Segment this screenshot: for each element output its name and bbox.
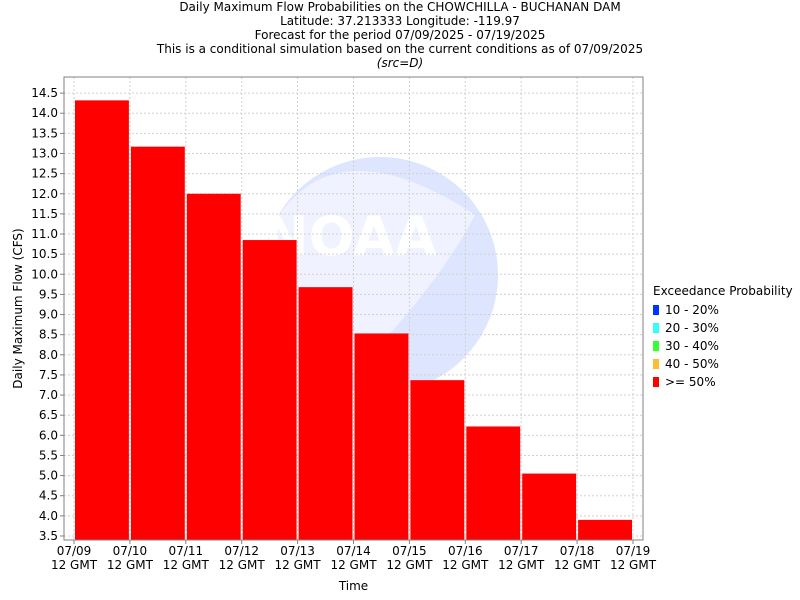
x-tick-date: 07/10 <box>113 544 148 558</box>
bar <box>578 519 632 540</box>
bar <box>522 473 577 540</box>
legend: Exceedance Probability 10 - 20% 20 - 30% 3… <box>653 284 793 391</box>
y-tick-label: 6.5 <box>39 408 58 422</box>
bar <box>410 380 465 540</box>
bar <box>75 100 129 540</box>
legend-item: 10 - 20% <box>653 301 793 319</box>
x-tick-date: 07/14 <box>336 544 371 558</box>
y-tick-label: 5.5 <box>39 448 58 462</box>
legend-swatch <box>653 323 659 333</box>
x-tick-date: 07/16 <box>448 544 483 558</box>
bars <box>75 100 632 540</box>
legend-swatch <box>653 359 659 369</box>
x-tick-time: 12 GMT <box>163 558 210 572</box>
bar <box>186 193 241 540</box>
x-axis-label: Time <box>338 579 368 593</box>
legend-item: >= 50% <box>653 373 793 391</box>
title-line-4: This is a conditional simulation based o… <box>156 42 644 56</box>
y-tick-label: 6.0 <box>39 428 58 442</box>
y-axis-label: Daily Maximum Flow (CFS) <box>11 228 25 388</box>
x-tick-time: 12 GMT <box>275 558 322 572</box>
x-tick-date: 07/19 <box>616 544 651 558</box>
y-tick-label: 7.0 <box>39 388 58 402</box>
title-line-2: Latitude: 37.213333 Longitude: -119.97 <box>280 14 520 28</box>
x-tick-date: 07/17 <box>504 544 539 558</box>
x-tick-time: 12 GMT <box>219 558 266 572</box>
y-tick-label: 10.5 <box>31 247 58 261</box>
title-line-3: Forecast for the period 07/09/2025 - 07/… <box>254 28 546 42</box>
chart-titles: Daily Maximum Flow Probabilities on the … <box>0 0 800 70</box>
y-tick-label: 12.5 <box>31 167 58 181</box>
x-tick-date: 07/11 <box>169 544 204 558</box>
x-tick-time: 12 GMT <box>498 558 545 572</box>
y-tick-label: 7.5 <box>39 368 58 382</box>
bar <box>354 333 409 540</box>
legend-items: 10 - 20% 20 - 30% 30 - 40% 40 - 50% >= 50% <box>653 301 793 391</box>
x-tick-date: 07/18 <box>560 544 595 558</box>
y-tick-label: 8.5 <box>39 328 58 342</box>
y-tick-label: 10.0 <box>31 267 58 281</box>
x-tick-time: 12 GMT <box>554 558 601 572</box>
y-tick-label: 12.0 <box>31 187 58 201</box>
legend-item: 40 - 50% <box>653 355 793 373</box>
x-tick-date: 07/09 <box>57 544 92 558</box>
legend-swatch <box>653 341 659 351</box>
legend-label: 20 - 30% <box>665 321 719 335</box>
y-tick-label: 4.5 <box>39 489 58 503</box>
y-tick-label: 3.5 <box>39 529 58 543</box>
y-tick-label: 13.0 <box>31 146 58 160</box>
y-axis: 3.5 4.0 4.5 5.0 5.5 6.0 6.5 7.0 7.5 8.0 8.5 9.0 9.5 1… <box>31 86 64 543</box>
x-tick-date: 07/12 <box>224 544 259 558</box>
y-tick-label: 14.0 <box>31 106 58 120</box>
y-tick-label: 4.0 <box>39 509 58 523</box>
bar <box>298 287 353 540</box>
bar <box>130 146 185 540</box>
x-tick-time: 12 GMT <box>107 558 154 572</box>
y-tick-label: 13.5 <box>31 126 58 140</box>
legend-label: >= 50% <box>665 375 716 389</box>
y-tick-label: 14.5 <box>31 86 58 100</box>
legend-swatch <box>653 305 659 315</box>
legend-title: Exceedance Probability <box>653 284 793 298</box>
bar <box>242 240 297 540</box>
source-note: (src=D) <box>376 56 424 70</box>
legend-item: 30 - 40% <box>653 337 793 355</box>
title-line-1: Daily Maximum Flow Probabilities on the … <box>179 0 621 14</box>
legend-label: 30 - 40% <box>665 339 719 353</box>
x-tick-date: 07/15 <box>392 544 427 558</box>
y-tick-label: 11.5 <box>31 207 58 221</box>
x-tick-time: 12 GMT <box>51 558 98 572</box>
y-tick-label: 9.5 <box>39 287 58 301</box>
x-tick-time: 12 GMT <box>610 558 657 572</box>
legend-item: 20 - 30% <box>653 319 793 337</box>
y-tick-label: 9.0 <box>39 308 58 322</box>
y-tick-label: 5.0 <box>39 469 58 483</box>
legend-label: 40 - 50% <box>665 357 719 371</box>
y-tick-label: 11.0 <box>31 227 58 241</box>
x-tick-time: 12 GMT <box>330 558 377 572</box>
legend-swatch <box>653 377 659 387</box>
x-tick-time: 12 GMT <box>386 558 433 572</box>
x-tick-time: 12 GMT <box>442 558 489 572</box>
y-tick-label: 8.0 <box>39 348 58 362</box>
x-tick-date: 07/13 <box>280 544 315 558</box>
legend-label: 10 - 20% <box>665 303 719 317</box>
bar <box>466 426 521 540</box>
